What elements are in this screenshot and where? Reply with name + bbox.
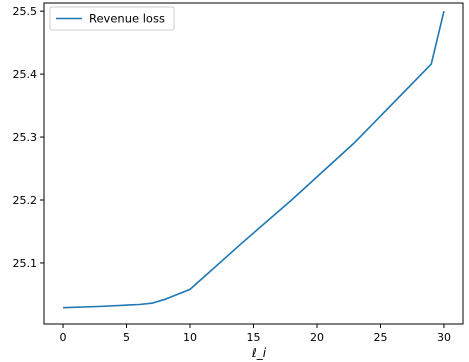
x-tick-label-5: 5 [123, 331, 130, 344]
y-tick-label-25.5: 25.5 [13, 5, 38, 18]
x-tick-label-0: 0 [60, 331, 67, 344]
x-tick-label-10: 10 [183, 331, 197, 344]
y-tick-label-25.4: 25.4 [13, 68, 38, 81]
x-tick-label-30: 30 [437, 331, 451, 344]
y-tick-label-25.3: 25.3 [13, 131, 38, 144]
series-line-0 [63, 10, 445, 309]
x-axis-label: ℓ_i [251, 346, 267, 360]
x-tick-label-25: 25 [373, 331, 387, 344]
legend-label-revenue-loss: Revenue loss [89, 12, 165, 26]
legend-frame [49, 6, 175, 31]
legend: Revenue loss [49, 6, 175, 31]
plot-frame [43, 2, 464, 325]
y-tick-label-25.2: 25.2 [13, 194, 38, 207]
x-tick-label-15: 15 [247, 331, 261, 344]
y-tick-label-25.1: 25.1 [13, 257, 38, 270]
x-tick-label-20: 20 [310, 331, 324, 344]
